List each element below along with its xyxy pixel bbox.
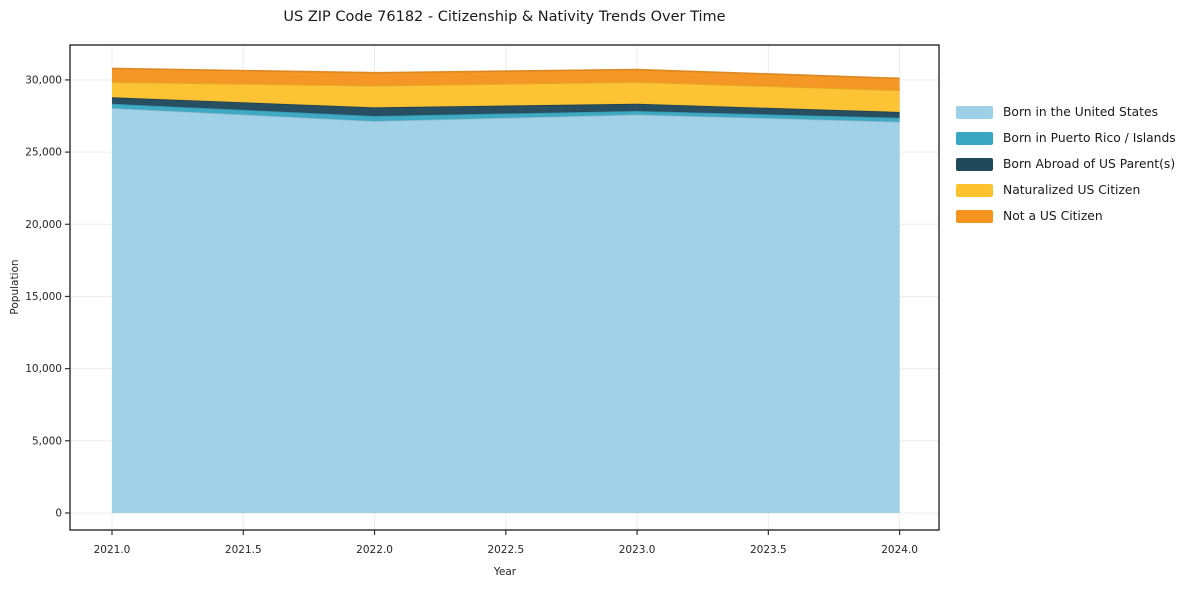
legend-label: Born Abroad of US Parent(s): [1003, 157, 1176, 171]
x-tick-label: 2021.5: [225, 544, 262, 556]
legend-swatch-icon: [956, 157, 993, 171]
legend-swatch-icon: [956, 209, 993, 223]
area-born-in-the-united-states: [112, 108, 900, 513]
legend-label: Born in the United States: [1003, 105, 1158, 119]
area-edge-not-a-us-citizen: [111, 67, 900, 80]
legend-label: Born in Puerto Rico / Islands: [1003, 131, 1176, 145]
legend-item-born-abroad-of-us-parent-s: Born Abroad of US Parent(s): [956, 151, 1176, 177]
area-naturalized-us-citizen: [112, 82, 900, 112]
legend-label: Naturalized US Citizen: [1003, 183, 1141, 197]
legend-label: Not a US Citizen: [1003, 209, 1103, 223]
legend-swatch-icon: [956, 105, 993, 119]
y-tick-label: 10,000: [25, 363, 62, 375]
x-tick-label: 2022.5: [487, 544, 524, 556]
y-tick-label: 20,000: [25, 219, 62, 231]
legend-item-born-in-puerto-rico-islands: Born in Puerto Rico / Islands: [956, 125, 1176, 151]
x-axis-label: Year: [493, 566, 517, 578]
y-tick-label: 25,000: [25, 147, 62, 159]
x-tick-label: 2021.0: [94, 544, 131, 556]
y-axis-label: Population: [9, 259, 21, 315]
area-not-a-us-citizen: [112, 68, 900, 91]
y-tick-label: 5,000: [32, 435, 62, 447]
x-tick-label: 2023.5: [750, 544, 787, 556]
legend-item-naturalized-us-citizen: Naturalized US Citizen: [956, 177, 1176, 203]
y-tick-label: 15,000: [25, 291, 62, 303]
axes-frame: [69, 44, 940, 531]
legend: Born in the United States Born in Puerto …: [956, 99, 1176, 229]
area-born-abroad-of-us-parent-s: [112, 97, 900, 118]
legend-item-not-a-us-citizen: Not a US Citizen: [956, 203, 1176, 229]
x-tick-label: 2024.0: [881, 544, 918, 556]
legend-swatch-icon: [956, 131, 993, 145]
area-born-in-puerto-rico-islands: [112, 103, 900, 122]
y-tick-label: 0: [55, 507, 62, 519]
chart-title: US ZIP Code 76182 - Citizenship & Nativi…: [283, 9, 726, 25]
y-tick-label: 30,000: [25, 74, 62, 86]
x-tick-label: 2022.0: [356, 544, 393, 556]
legend-item-born-in-the-united-states: Born in the United States: [956, 99, 1176, 125]
legend-swatch-icon: [956, 183, 993, 197]
x-tick-label: 2023.0: [619, 544, 656, 556]
